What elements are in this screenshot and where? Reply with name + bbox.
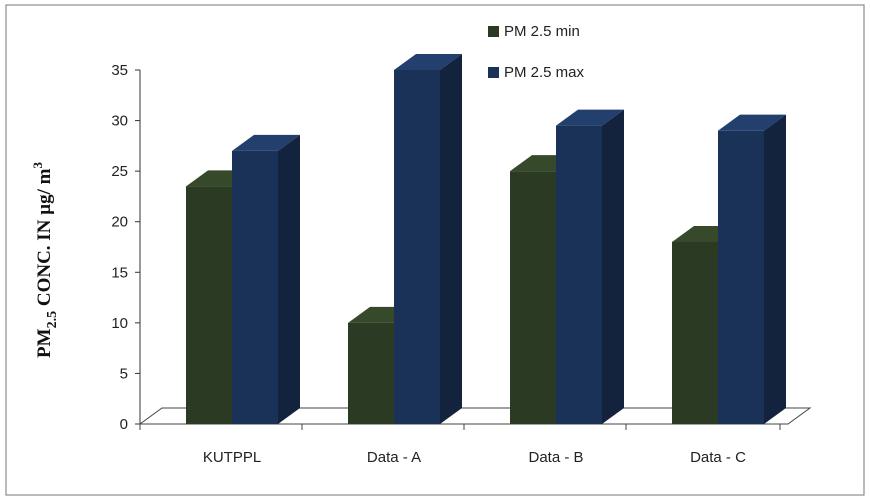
- bar-side: [440, 54, 462, 424]
- y-tick-label: 25: [111, 163, 128, 180]
- legend-swatch: [488, 26, 499, 37]
- bars: [186, 54, 786, 424]
- bar-front: [718, 130, 764, 424]
- legend: PM 2.5 min PM 2.5 max: [488, 23, 585, 81]
- bar-front: [348, 322, 394, 424]
- bar: [394, 54, 462, 424]
- axes: [135, 69, 141, 425]
- bar: [718, 114, 786, 424]
- category-label: Data - A: [367, 449, 421, 466]
- bar-top: [394, 54, 462, 70]
- y-tick-label: 20: [111, 214, 128, 231]
- bar-front: [232, 150, 278, 424]
- category-label: Data - C: [690, 449, 746, 466]
- bar-top: [718, 114, 786, 131]
- category-label: Data - B: [528, 449, 583, 466]
- bar-side: [278, 134, 300, 424]
- bar-side: [602, 109, 624, 424]
- legend-label: PM 2.5 max: [504, 64, 585, 81]
- y-tick-label: 30: [111, 113, 128, 130]
- y-tick-label: 5: [120, 365, 128, 382]
- bar: [556, 109, 624, 424]
- y-tick-label: 0: [120, 416, 128, 433]
- category-label: KUTPPL: [203, 449, 261, 466]
- y-axis-label: PM2.5 CONC. IN µg/ m3: [30, 162, 60, 358]
- bar-top: [232, 134, 300, 151]
- bar-front: [186, 186, 232, 424]
- y-tick-label: 15: [111, 264, 128, 281]
- bar-top: [556, 109, 624, 126]
- y-tick-label: 10: [111, 315, 128, 332]
- bar-front: [394, 70, 440, 424]
- bar: [232, 134, 300, 424]
- bar-side: [764, 114, 786, 424]
- bar-front: [510, 171, 556, 424]
- bar-front: [672, 241, 718, 424]
- category-labels: KUTPPL Data - A Data - B Data - C: [203, 449, 746, 466]
- y-tick-labels: 0 5 10 15 20 25 30 35: [111, 62, 128, 433]
- y-tick-label: 35: [111, 62, 128, 79]
- legend-label: PM 2.5 min: [504, 23, 580, 40]
- legend-swatch: [488, 67, 499, 78]
- bar-front: [556, 125, 602, 424]
